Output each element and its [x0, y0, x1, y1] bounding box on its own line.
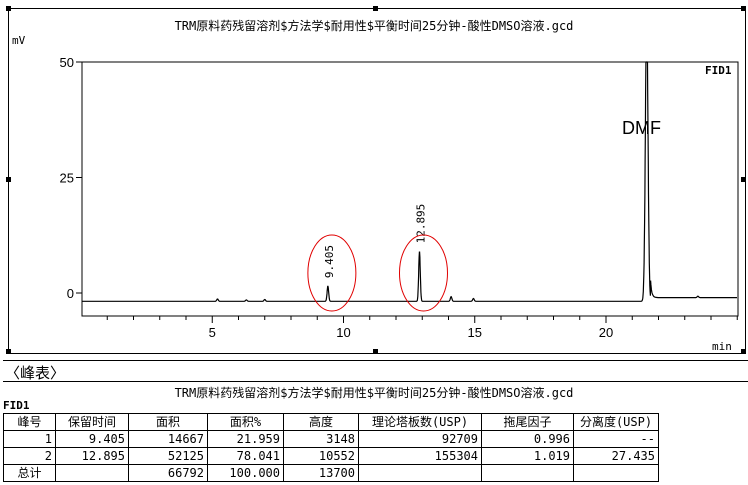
col-peak-no: 峰号: [3, 413, 56, 431]
y-tick-label: 0: [67, 286, 74, 301]
cell: 21.959: [207, 430, 284, 448]
col-retention-time: 保留时间: [55, 413, 129, 431]
peak-table-detector: FID1: [3, 399, 30, 412]
divider: [3, 381, 748, 382]
peak-table-section-label: 〈峰表〉: [5, 364, 66, 382]
y-tick-label: 25: [60, 171, 74, 186]
resize-handle[interactable]: [373, 349, 378, 354]
col-resolution: 分离度(USP): [573, 413, 659, 431]
resize-handle[interactable]: [6, 177, 11, 182]
cell: 78.041: [207, 447, 284, 465]
cell: 155304: [358, 447, 482, 465]
col-tailing: 拖尾因子: [481, 413, 574, 431]
resize-handle[interactable]: [6, 6, 11, 11]
cell: 100.000: [207, 464, 284, 482]
peak-label: 12.895: [414, 204, 427, 244]
peak-label: 9.405: [323, 245, 336, 278]
chart-title: TRM原料药残留溶剂$方法学$耐用性$平衡时间25分钟-酸性DMSO溶液.gcd: [174, 19, 574, 33]
x-tick-label: 20: [599, 325, 613, 340]
cell: 9.405: [55, 430, 129, 448]
x-tick-label: 15: [468, 325, 482, 340]
peak-table-title: TRM原料药残留溶剂$方法学$耐用性$平衡时间25分钟-酸性DMSO溶液.gcd: [174, 386, 574, 400]
cell: 1: [3, 430, 56, 448]
cell: 总计: [3, 464, 56, 482]
divider: [3, 360, 748, 361]
resize-handle[interactable]: [373, 6, 378, 11]
table-row: 1 9.405 14667 21.959 3148 92709 0.996 --: [3, 430, 659, 448]
resize-handle[interactable]: [6, 349, 11, 354]
cell: 66792: [128, 464, 208, 482]
cell: 0.996: [481, 430, 574, 448]
cell: 13700: [283, 464, 359, 482]
cell: 14667: [128, 430, 208, 448]
table-header-row: 峰号 保留时间 面积 面积% 高度 理论塔板数(USP) 拖尾因子 分离度(US…: [3, 413, 659, 431]
cell: 3148: [283, 430, 359, 448]
cell: 2: [3, 447, 56, 465]
col-area-percent: 面积%: [207, 413, 284, 431]
chromatogram-trace: [82, 61, 737, 302]
highlight-circle: [398, 234, 448, 312]
resize-handle[interactable]: [741, 177, 746, 182]
x-tick-label: 10: [336, 325, 350, 340]
cell: 10552: [283, 447, 359, 465]
cell: [573, 464, 659, 482]
table-row: 2 12.895 52125 78.041 10552 155304 1.019 27.435: [3, 447, 659, 465]
resize-handle[interactable]: [741, 6, 746, 11]
detector-label: FID1: [705, 64, 732, 77]
y-tick-label: 50: [60, 55, 74, 70]
cell: 12.895: [55, 447, 129, 465]
dmf-annotation: DMF: [622, 118, 661, 138]
cell: [481, 464, 574, 482]
y-axis-label: mV: [12, 34, 26, 47]
x-axis-label: min: [712, 340, 732, 353]
plot-box: [81, 61, 739, 317]
cell: --: [573, 430, 659, 448]
plot-area: 0 25 50 5 10 15 20 9.405 12.895: [60, 55, 739, 340]
cell: 27.435: [573, 447, 659, 465]
cell: 1.019: [481, 447, 574, 465]
x-tick-label: 5: [209, 325, 216, 340]
peak-table: 峰号 保留时间 面积 面积% 高度 理论塔板数(USP) 拖尾因子 分离度(US…: [3, 413, 659, 482]
cell: [358, 464, 482, 482]
col-height: 高度: [283, 413, 359, 431]
cell: 92709: [358, 430, 482, 448]
highlight-circle: [307, 234, 357, 312]
col-area: 面积: [128, 413, 208, 431]
cell: 52125: [128, 447, 208, 465]
cell: [55, 464, 129, 482]
col-plates: 理论塔板数(USP): [358, 413, 482, 431]
resize-handle[interactable]: [741, 349, 746, 354]
table-total-row: 总计 66792 100.000 13700: [3, 464, 659, 482]
